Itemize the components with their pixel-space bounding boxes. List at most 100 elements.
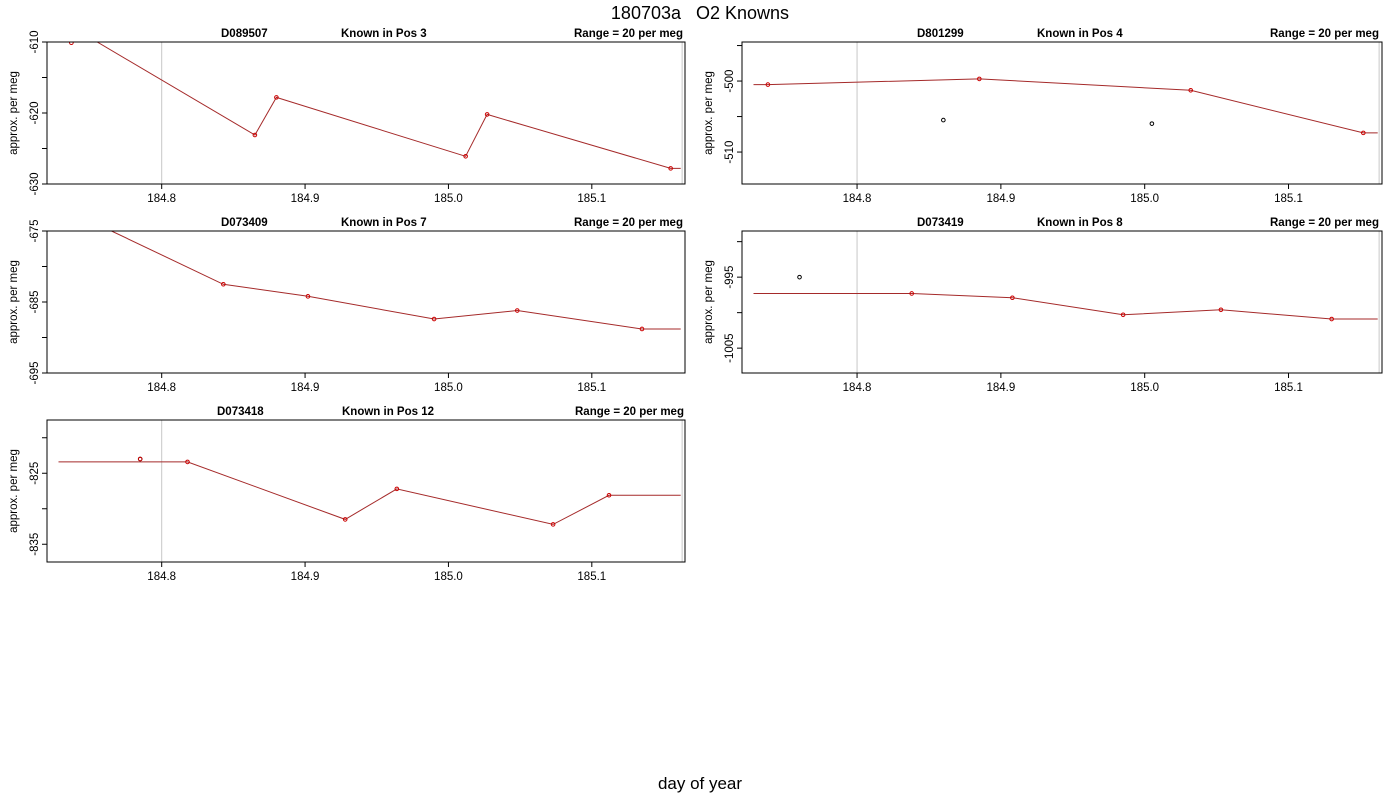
series-line — [753, 293, 1378, 320]
y-tick-label-2: -620 — [29, 101, 41, 124]
data-point-5 — [797, 274, 802, 280]
data-point-4 — [484, 112, 490, 117]
data-point-1 — [252, 132, 258, 138]
x-tick-label-1: 184.9 — [986, 193, 1015, 205]
data-point-2 — [274, 95, 279, 100]
y-tick-label-4: -675 — [29, 219, 41, 242]
data-point-0 — [221, 281, 226, 287]
y-tick-label-0: -630 — [29, 172, 41, 195]
plot-frame — [46, 41, 686, 185]
plot-area — [69, 42, 681, 171]
data-point-4 — [606, 492, 612, 498]
y-tick-label-0: -695 — [29, 361, 41, 384]
plot-area — [753, 76, 1378, 136]
panel-title-part-1: Known in Pos 3 — [341, 28, 427, 40]
panel-title-part-0: D801299 — [917, 28, 964, 40]
data-point-2 — [1120, 312, 1126, 318]
plot-frame — [46, 419, 686, 563]
x-tick-label-0: 184.8 — [147, 382, 176, 394]
data-point-3 — [463, 154, 468, 159]
data-point-3 — [550, 522, 556, 527]
y-axis-label: approx. per meg — [8, 260, 20, 344]
y-axis-label: approx. per meg — [8, 71, 20, 155]
panel-title-part-0: D089507 — [221, 28, 268, 40]
panel-D801299: 184.8 184.9 185.0 185.1 -510 -500 approx. per … — [703, 28, 1383, 205]
data-point-2 — [431, 316, 437, 322]
data-point-6 — [137, 456, 143, 462]
plot-area — [753, 274, 1378, 322]
series-line — [110, 231, 681, 330]
data-point-2 — [394, 486, 400, 492]
x-tick-label-1: 184.9 — [291, 571, 320, 583]
x-tick-label-2: 185.0 — [1130, 382, 1159, 394]
y-tick-label-2: -685 — [29, 290, 41, 313]
x-tick-label-3: 185.1 — [577, 193, 606, 205]
panel-title-part-0: D073418 — [217, 406, 264, 418]
x-tick-label-1: 184.9 — [986, 382, 1015, 394]
x-tick-label-0: 184.8 — [843, 193, 872, 205]
x-tick-label-0: 184.8 — [147, 571, 176, 583]
x-tick-label-3: 185.1 — [1274, 193, 1303, 205]
data-point-3 — [514, 308, 520, 313]
y-tick-label-4: -610 — [29, 30, 41, 53]
data-point-1 — [305, 294, 311, 299]
data-point-0 — [185, 459, 190, 465]
data-point-1 — [1010, 295, 1015, 301]
y-axis-label: approx. per meg — [703, 71, 715, 155]
panel-D073418: 184.8 184.9 185.0 185.1 -835 -825 approx. per … — [8, 406, 686, 583]
y-axis-label: approx. per meg — [8, 449, 20, 533]
data-point-5 — [668, 166, 673, 171]
data-point-4 — [1329, 316, 1334, 322]
data-point-0 — [909, 291, 915, 296]
data-point-0 — [765, 82, 771, 87]
x-tick-label-3: 185.1 — [577, 382, 606, 394]
panel-D089507: 184.8 184.9 185.0 185.1 -630 -620 -610 approx. … — [8, 28, 686, 205]
series-line — [753, 78, 1378, 134]
panel-D073409: 184.8 184.9 185.0 185.1 -695 -685 -675 approx. … — [8, 217, 686, 394]
y-tick-label-0: -835 — [29, 533, 41, 556]
y-tick-label-2: -500 — [724, 70, 736, 93]
x-tick-label-2: 185.0 — [434, 571, 463, 583]
panel-title-part-0: D073409 — [221, 217, 268, 229]
panel-title-part-2: Range = 20 per meg — [1270, 28, 1379, 40]
panel-title-part-2: Range = 20 per meg — [574, 28, 683, 40]
plot-frame — [741, 230, 1383, 374]
panel-title-part-0: D073419 — [917, 217, 964, 229]
y-axis-label: approx. per meg — [703, 260, 715, 344]
x-tick-label-2: 185.0 — [434, 382, 463, 394]
data-point-5 — [1149, 121, 1155, 126]
panel-title-part-1: Known in Pos 7 — [341, 217, 427, 229]
y-tick-label-2: -825 — [29, 462, 41, 485]
x-tick-label-3: 185.1 — [1274, 382, 1303, 394]
panel-title-part-2: Range = 20 per meg — [575, 406, 684, 418]
panel-title-part-1: Known in Pos 12 — [342, 406, 434, 418]
data-point-0 — [69, 42, 74, 46]
y-tick-label-0: -510 — [724, 141, 736, 164]
panel-title-part-1: Known in Pos 4 — [1037, 28, 1123, 40]
panel-title-part-2: Range = 20 per meg — [574, 217, 683, 229]
series-line — [96, 42, 681, 169]
panel-D073419: 184.8 184.9 185.0 185.1 -1005 -995 approx. per… — [703, 217, 1383, 394]
data-point-2 — [1188, 87, 1194, 93]
y-tick-label-0: -1005 — [724, 333, 736, 362]
x-tick-label-1: 184.9 — [291, 193, 320, 205]
x-tick-label-1: 184.9 — [291, 382, 320, 394]
x-tick-label-2: 185.0 — [1130, 193, 1159, 205]
panel-title-part-2: Range = 20 per meg — [1270, 217, 1379, 229]
x-tick-label-3: 185.1 — [577, 571, 606, 583]
page-title: 180703a O2 Knowns — [610, 3, 790, 23]
data-point-4 — [941, 117, 946, 123]
data-point-1 — [342, 517, 348, 522]
data-point-4 — [639, 326, 645, 332]
series-line — [58, 461, 681, 525]
plot-frame — [741, 41, 1383, 185]
panel-title-part-1: Known in Pos 8 — [1037, 217, 1123, 229]
data-point-1 — [977, 76, 982, 82]
data-point-3 — [1361, 130, 1366, 136]
x-tick-label-0: 184.8 — [843, 382, 872, 394]
plot-area — [110, 231, 681, 332]
data-point-3 — [1218, 307, 1224, 313]
page-x-axis-label: day of year — [657, 774, 743, 793]
plot-area — [58, 456, 681, 527]
